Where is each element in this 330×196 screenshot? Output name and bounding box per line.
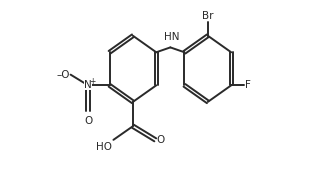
Text: –O: –O [56, 70, 70, 80]
Text: Br: Br [202, 11, 214, 21]
Text: +: + [89, 77, 96, 86]
Text: N: N [84, 80, 92, 90]
Text: O: O [157, 135, 165, 145]
Text: HN: HN [164, 32, 179, 42]
Text: HO: HO [96, 142, 112, 152]
Text: O: O [84, 115, 92, 125]
Text: F: F [245, 80, 251, 90]
